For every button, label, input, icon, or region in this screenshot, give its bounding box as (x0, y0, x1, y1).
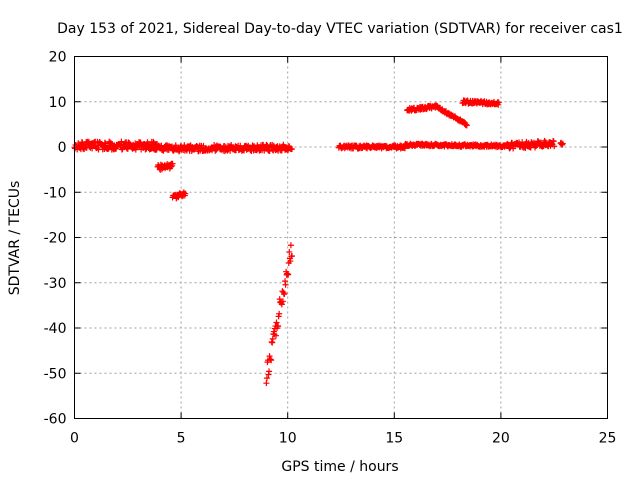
x-axis-label: GPS time / hours (281, 459, 398, 475)
data-point (279, 298, 286, 305)
data-point (181, 142, 188, 149)
x-tick-label: 20 (492, 431, 510, 447)
axis-ticks: 0 5 10 15 20 25 -60 -50 -40 -30 -20 -10 0 10 20 (44, 50, 617, 447)
data-point (275, 322, 282, 329)
data-point (286, 248, 293, 255)
y-tick-label: 10 (49, 95, 67, 111)
y-tick-label: -20 (44, 231, 67, 247)
data-point (263, 380, 270, 387)
x-tick-label: 25 (599, 431, 617, 447)
y-tick-label: -30 (44, 276, 67, 292)
data-point (551, 143, 558, 150)
x-tick-label: 5 (177, 431, 186, 447)
y-tick-label: -40 (44, 321, 67, 337)
x-tick-label: 15 (385, 431, 403, 447)
data-points (71, 97, 566, 387)
data-point (268, 357, 275, 364)
data-point (287, 258, 294, 265)
grid (74, 56, 608, 419)
x-tick-label: 10 (279, 431, 297, 447)
data-point (263, 375, 270, 382)
y-axis-label: SDTVAR / TECUs (7, 181, 23, 296)
data-point (108, 140, 115, 147)
y-tick-label: -60 (44, 412, 67, 428)
chart-title: Day 153 of 2021, Sidereal Day-to-day VTE… (57, 21, 623, 37)
y-tick-label: 0 (58, 140, 67, 156)
y-tick-label: -10 (44, 185, 67, 201)
data-point (276, 310, 283, 317)
data-point (182, 190, 189, 197)
data-point (285, 271, 292, 278)
data-point (281, 290, 288, 297)
x-tick-label: 0 (70, 431, 79, 447)
data-point (288, 146, 295, 153)
data-point (272, 332, 279, 339)
data-point (278, 301, 285, 308)
data-point (169, 160, 176, 167)
y-tick-label: 20 (49, 50, 67, 66)
data-point (463, 122, 470, 129)
y-tick-label: -50 (44, 366, 67, 382)
data-point (287, 242, 294, 249)
plot-frame (74, 56, 608, 419)
data-point (282, 281, 289, 288)
data-point (288, 253, 295, 260)
data-point (495, 99, 502, 106)
data-point (273, 319, 280, 326)
data-point (266, 368, 273, 375)
data-point (559, 140, 566, 147)
